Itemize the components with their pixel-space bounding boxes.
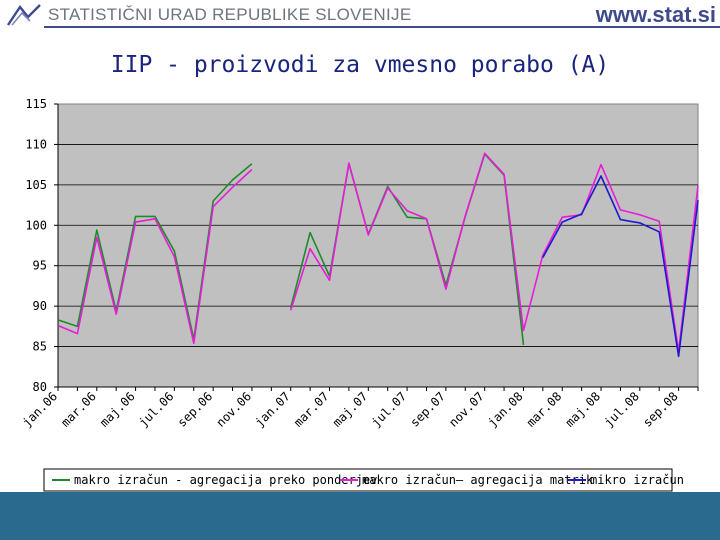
x-tick-label: jan.08 xyxy=(485,389,526,430)
y-tick-label: 115 xyxy=(25,97,47,111)
legend-label: makro izračun - agregacija preko ponderj… xyxy=(74,473,377,487)
y-tick-label: 80 xyxy=(33,380,47,394)
x-tick-label: jul.08 xyxy=(601,389,642,430)
x-tick-label: jan.06 xyxy=(20,389,61,430)
website-link[interactable]: www.stat.si xyxy=(595,2,716,27)
line-chart: 80859095100105110115jan.06mar.06maj.06ju… xyxy=(20,97,699,492)
surs-logo-icon xyxy=(7,4,41,26)
series-line-2 xyxy=(57,168,253,345)
footer-band xyxy=(0,492,720,540)
x-tick-label: sep.08 xyxy=(640,389,681,430)
y-tick-label: 90 xyxy=(33,299,47,313)
header-rule xyxy=(44,26,720,28)
y-tick-label: 85 xyxy=(33,340,47,354)
y-tick-label: 95 xyxy=(33,259,47,273)
x-tick-label: nov.06 xyxy=(214,389,255,430)
y-tick-label: 100 xyxy=(25,218,47,232)
x-tick-label: nov.07 xyxy=(446,389,487,430)
x-tick-label: mar.08 xyxy=(524,389,565,430)
series-line-2 xyxy=(289,152,699,353)
legend-label: makro izračun– agregacija matrik xyxy=(362,473,594,487)
x-tick-label: jan.07 xyxy=(252,389,293,430)
x-tick-label: sep.07 xyxy=(407,389,448,430)
x-tick-label: mar.07 xyxy=(291,389,332,430)
x-tick-label: maj.06 xyxy=(97,389,138,430)
y-tick-label: 110 xyxy=(25,137,47,151)
x-tick-label: jul.06 xyxy=(136,389,177,430)
x-tick-label: maj.07 xyxy=(330,389,371,430)
x-tick-label: sep.06 xyxy=(175,389,216,430)
header: STATISTIČNI URAD REPUBLIKE SLOVENIJE www… xyxy=(0,0,720,34)
x-tick-label: mar.06 xyxy=(58,389,99,430)
y-tick-label: 105 xyxy=(25,178,47,192)
series-line-1 xyxy=(57,163,253,341)
chart-title: IIP - proizvodi za vmesno porabo (A) xyxy=(110,52,610,78)
series-line-3 xyxy=(542,175,699,358)
x-tick-label: maj.08 xyxy=(563,389,604,430)
org-name: STATISTIČNI URAD REPUBLIKE SLOVENIJE xyxy=(48,5,412,24)
legend-label: mikro izračun xyxy=(590,473,684,487)
plot-area xyxy=(57,103,699,388)
x-tick-label: jul.07 xyxy=(369,389,410,430)
